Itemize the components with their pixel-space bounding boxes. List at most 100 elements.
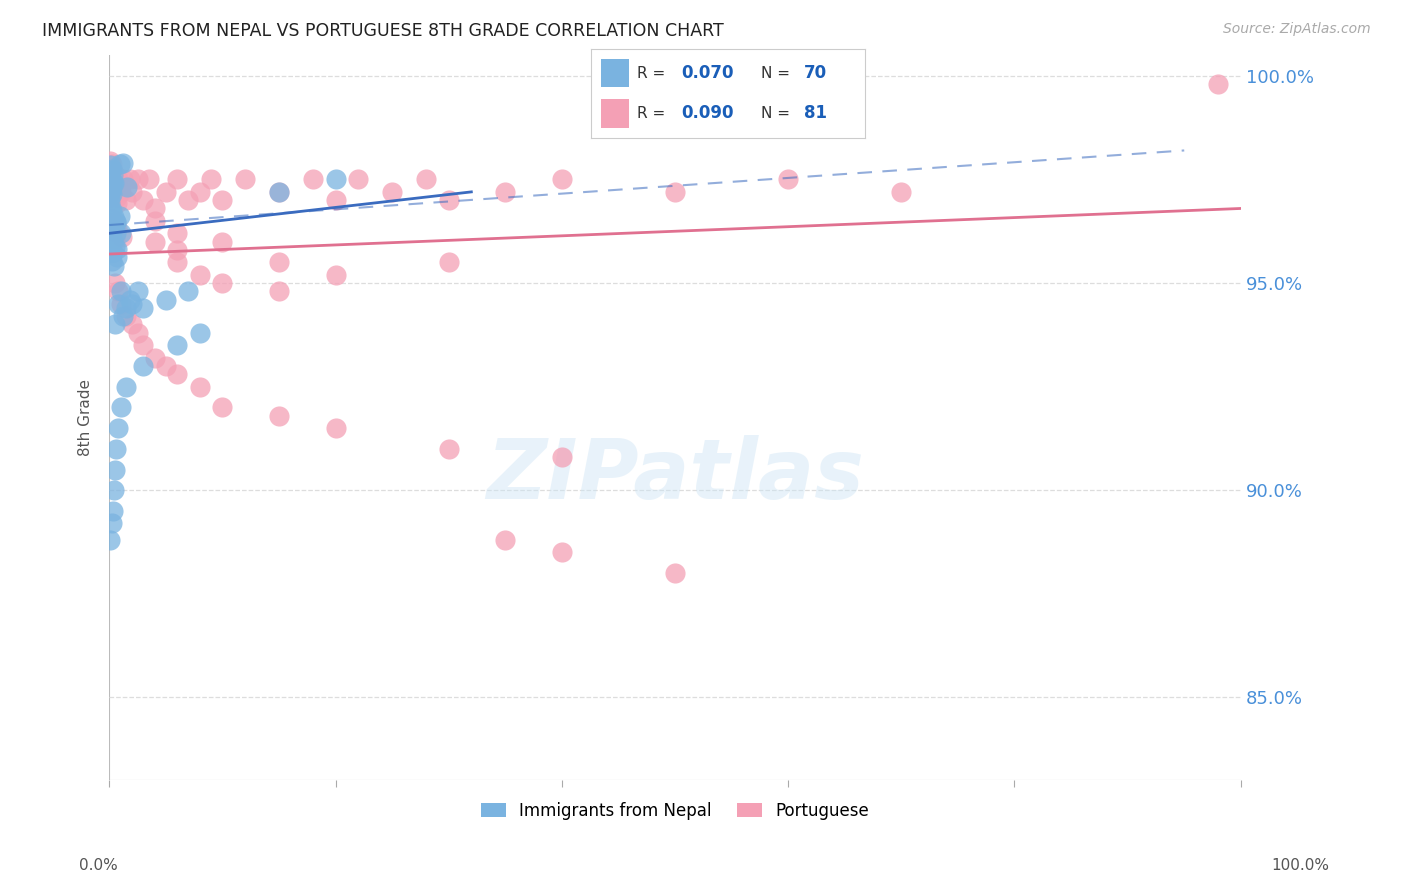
Point [107,297,129,311]
Text: ZIPatlas: ZIPatlas [486,435,863,516]
Point [103,210,125,224]
Point [138,172,160,186]
Point [98,190,121,204]
Point [155,293,177,307]
Text: Source: ZipAtlas.com: Source: ZipAtlas.com [1223,22,1371,37]
Point [111,230,134,244]
Text: 70: 70 [804,64,828,82]
Point [98,186,121,200]
Point [101,179,124,194]
Point [166,255,188,269]
Point [166,338,188,352]
Point [143,351,166,365]
Point [100,227,122,241]
Point [551,545,574,559]
Point [132,301,155,315]
Point [101,215,124,229]
Point [347,172,370,186]
Point [104,276,127,290]
Point [103,224,125,238]
Point [143,214,166,228]
Point [494,185,516,199]
Point [143,202,166,216]
Point [437,442,460,456]
Point [108,209,131,223]
FancyBboxPatch shape [602,99,628,128]
Point [110,185,132,199]
Point [104,462,127,476]
Point [118,172,141,186]
Point [188,379,211,393]
Point [103,176,125,190]
Point [127,326,149,340]
Point [115,179,138,194]
Point [104,215,127,229]
Point [105,220,128,235]
Point [98,169,121,183]
Point [101,504,124,518]
Point [105,190,128,204]
Point [110,401,132,415]
Text: R =: R = [637,66,665,80]
Point [104,232,127,246]
Y-axis label: 8th Grade: 8th Grade [79,379,93,456]
Legend: Immigrants from Nepal, Portuguese: Immigrants from Nepal, Portuguese [474,795,876,826]
Point [111,309,134,323]
Point [101,186,124,201]
Point [551,450,574,464]
Point [415,172,437,186]
Point [325,421,347,435]
Point [111,155,134,169]
Point [166,368,188,382]
Point [200,172,222,186]
Point [101,156,124,170]
Point [267,185,290,199]
Point [100,210,122,224]
Point [98,216,121,230]
Point [267,185,290,199]
Point [188,326,211,340]
Point [98,207,121,221]
Point [551,172,574,186]
Text: IMMIGRANTS FROM NEPAL VS PORTUGUESE 8TH GRADE CORRELATION CHART: IMMIGRANTS FROM NEPAL VS PORTUGUESE 8TH … [42,22,724,40]
Point [105,442,128,456]
Point [98,153,121,168]
Point [118,293,141,307]
Point [101,244,124,259]
Point [115,379,138,393]
Point [437,193,460,207]
Point [115,301,138,315]
Point [325,268,347,282]
Point [103,483,125,498]
Point [100,533,122,547]
Point [121,318,143,332]
Text: 100.0%: 100.0% [1271,858,1330,872]
Point [101,225,124,239]
Point [267,409,290,423]
Point [100,211,122,226]
Point [98,182,121,196]
Point [325,172,347,186]
Point [188,268,211,282]
Point [101,213,124,227]
Point [101,168,124,182]
Point [110,297,132,311]
Point [110,285,132,299]
Point [132,338,155,352]
Point [211,235,233,249]
Point [121,185,143,199]
Point [302,172,325,186]
Point [98,202,121,217]
Point [101,253,124,268]
Point [233,172,256,186]
Point [103,260,125,274]
Point [104,318,127,332]
Point [211,276,233,290]
Point [188,185,211,199]
Point [100,222,122,236]
Text: 81: 81 [804,104,827,122]
Point [107,285,129,299]
Point [100,186,122,201]
Point [105,250,128,264]
Point [100,158,122,172]
